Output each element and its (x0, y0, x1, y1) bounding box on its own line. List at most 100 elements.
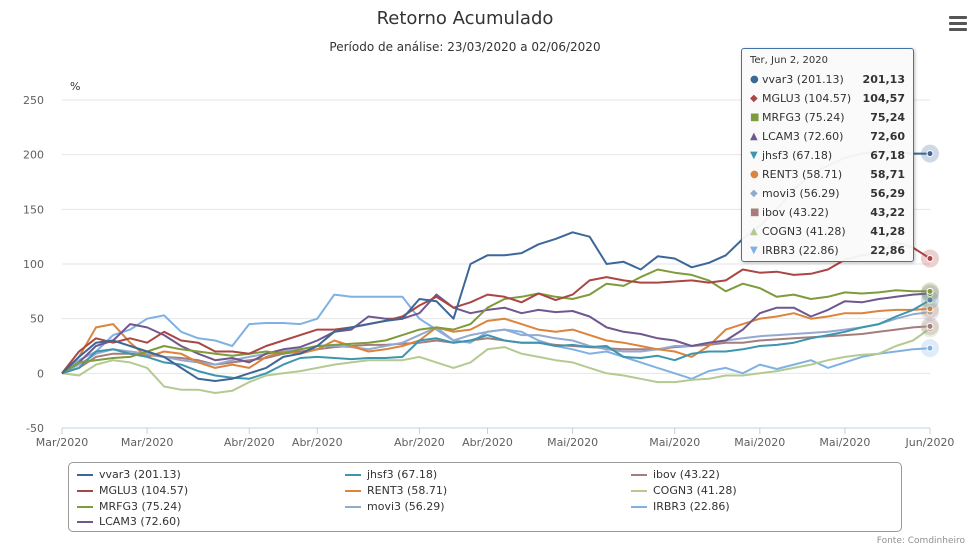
legend-label: RENT3 (58.71) (367, 484, 448, 497)
tooltip-row: ● RENT3 (58.71) 58,71 (750, 165, 905, 184)
legend-line-icon (345, 473, 361, 476)
legend-label: LCAM3 (72.60) (99, 515, 181, 528)
series-marker-icon: ● (750, 74, 759, 85)
chart-tooltip: Ter, Jun 2, 2020 ● vvar3 (201.13) 201,13 ◆ M… (741, 48, 914, 262)
legend-item[interactable]: movi3 (56.29) (345, 500, 445, 513)
legend-label: jhsf3 (67.18) (367, 468, 438, 481)
tooltip-series-name: movi3 (56.29) (762, 187, 840, 200)
legend-item[interactable]: LCAM3 (72.60) (77, 515, 180, 528)
tooltip-date: Ter, Jun 2, 2020 (750, 55, 829, 66)
legend-label: ibov (43.22) (653, 468, 720, 481)
series-marker-icon: ● (750, 169, 759, 180)
x-tick-label: Abr/2020 (394, 436, 445, 449)
series-endpoint-marker[interactable] (926, 322, 934, 330)
legend-line-icon (631, 489, 647, 492)
legend-line-icon (631, 473, 647, 476)
legend-line-icon (77, 473, 93, 476)
legend-label: movi3 (56.29) (367, 500, 445, 513)
series-endpoint-marker[interactable] (926, 150, 934, 158)
tooltip-row: ▼ IRBR3 (22.86) 22,86 (750, 241, 905, 260)
legend-item[interactable]: jhsf3 (67.18) (345, 468, 437, 481)
series-line[interactable] (61, 241, 931, 374)
series-marker-icon: ■ (750, 207, 760, 218)
legend-item[interactable]: ibov (43.22) (631, 468, 720, 481)
tooltip-row: ■ ibov (43.22) 43,22 (750, 203, 905, 222)
tooltip-series-value: 43,22 (870, 206, 905, 219)
legend-label: COGN3 (41.28) (653, 484, 737, 497)
series-marker-icon: ▼ (750, 150, 758, 161)
legend-item[interactable]: COGN3 (41.28) (631, 484, 737, 497)
tooltip-series-value: 72,60 (870, 130, 905, 143)
x-tick-label: Mai/2020 (547, 436, 598, 449)
x-tick-label: Abr/2020 (462, 436, 513, 449)
series-endpoint-marker[interactable] (926, 296, 934, 304)
series-line[interactable] (61, 325, 931, 375)
y-tick-label: 250 (23, 94, 44, 107)
legend-line-icon (345, 505, 361, 508)
tooltip-series-name: jhsf3 (67.18) (762, 149, 833, 162)
y-tick-label: 200 (23, 149, 44, 162)
tooltip-series-value: 75,24 (870, 111, 905, 124)
x-tick-label: Mai/2020 (734, 436, 785, 449)
legend-line-icon (631, 505, 647, 508)
tooltip-series-value: 22,86 (870, 244, 905, 257)
tooltip-series-name: MRFG3 (75.24) (762, 111, 845, 124)
hamburger-menu-icon[interactable] (949, 16, 967, 32)
x-tick-label: Mai/2020 (819, 436, 870, 449)
series-line[interactable] (61, 268, 930, 375)
tooltip-series-value: 104,57 (862, 92, 905, 105)
tooltip-series-name: MGLU3 (104.57) (762, 92, 852, 105)
credits-text[interactable]: Fonte: Comdinheiro (876, 536, 965, 546)
legend-item[interactable]: RENT3 (58.71) (345, 484, 447, 497)
y-tick-label: -50 (26, 422, 44, 435)
legend-label: MGLU3 (104.57) (99, 484, 189, 497)
series-marker-icon: ▼ (750, 245, 758, 256)
x-tick-label: Mar/2020 (36, 436, 88, 449)
legend-line-icon (77, 489, 93, 492)
x-tick-label: Mar/2020 (121, 436, 173, 449)
tooltip-series-value: 56,29 (870, 187, 905, 200)
legend-item[interactable]: IRBR3 (22.86) (631, 500, 730, 513)
tooltip-row: ▼ jhsf3 (67.18) 67,18 (750, 146, 905, 165)
legend-label: vvar3 (201.13) (99, 468, 181, 481)
legend-label: MRFG3 (75.24) (99, 500, 182, 513)
tooltip-series-value: 58,71 (870, 168, 905, 181)
tooltip-row: ◆ movi3 (56.29) 56,29 (750, 184, 905, 203)
tooltip-series-value: 67,18 (870, 149, 905, 162)
series-line[interactable] (61, 327, 931, 394)
tooltip-series-value: 41,28 (870, 225, 905, 238)
series-marker-icon: ■ (750, 112, 760, 123)
tooltip-row: ● vvar3 (201.13) 201,13 (750, 70, 905, 89)
series-endpoint-marker[interactable] (926, 305, 934, 313)
chart-legend: vvar3 (201.13) MGLU3 (104.57) MRFG3 (75.24… (68, 462, 902, 532)
legend-item[interactable]: MGLU3 (104.57) (77, 484, 188, 497)
series-marker-icon: ◆ (750, 93, 758, 104)
series-endpoint-marker[interactable] (926, 344, 934, 352)
legend-item[interactable]: MRFG3 (75.24) (77, 500, 182, 513)
tooltip-series-value: 201,13 (862, 73, 905, 86)
series-endpoint-marker[interactable] (926, 255, 934, 263)
tooltip-series-name: ibov (43.22) (762, 206, 829, 219)
tooltip-series-name: COGN3 (41.28) (762, 225, 846, 238)
x-tick-label: Jun/2020 (905, 436, 955, 449)
series-line[interactable] (61, 307, 931, 375)
series-line[interactable] (61, 299, 931, 380)
series-endpoint-marker[interactable] (926, 287, 934, 295)
y-axis-label: % (70, 80, 80, 93)
x-tick-label: Mai/2020 (649, 436, 700, 449)
tooltip-row: ◆ MGLU3 (104.57) 104,57 (750, 89, 905, 108)
x-tick-label: Abr/2020 (292, 436, 343, 449)
chart-subtitle: Período de análise: 23/03/2020 a 02/06/2… (329, 40, 601, 54)
tooltip-series-name: LCAM3 (72.60) (762, 130, 844, 143)
legend-item[interactable]: vvar3 (201.13) (77, 468, 181, 481)
legend-label: IRBR3 (22.86) (653, 500, 730, 513)
series-line[interactable] (61, 311, 931, 375)
x-tick-label: Abr/2020 (224, 436, 275, 449)
series-line[interactable] (61, 292, 931, 375)
y-tick-label: 50 (30, 313, 44, 326)
tooltip-row: ■ MRFG3 (75.24) 75,24 (750, 108, 905, 127)
tooltip-series-name: RENT3 (58.71) (762, 168, 843, 181)
tooltip-row: ▲ LCAM3 (72.60) 72,60 (750, 127, 905, 146)
series-marker-icon: ◆ (750, 188, 758, 199)
chart-title: Retorno Acumulado (376, 8, 554, 29)
